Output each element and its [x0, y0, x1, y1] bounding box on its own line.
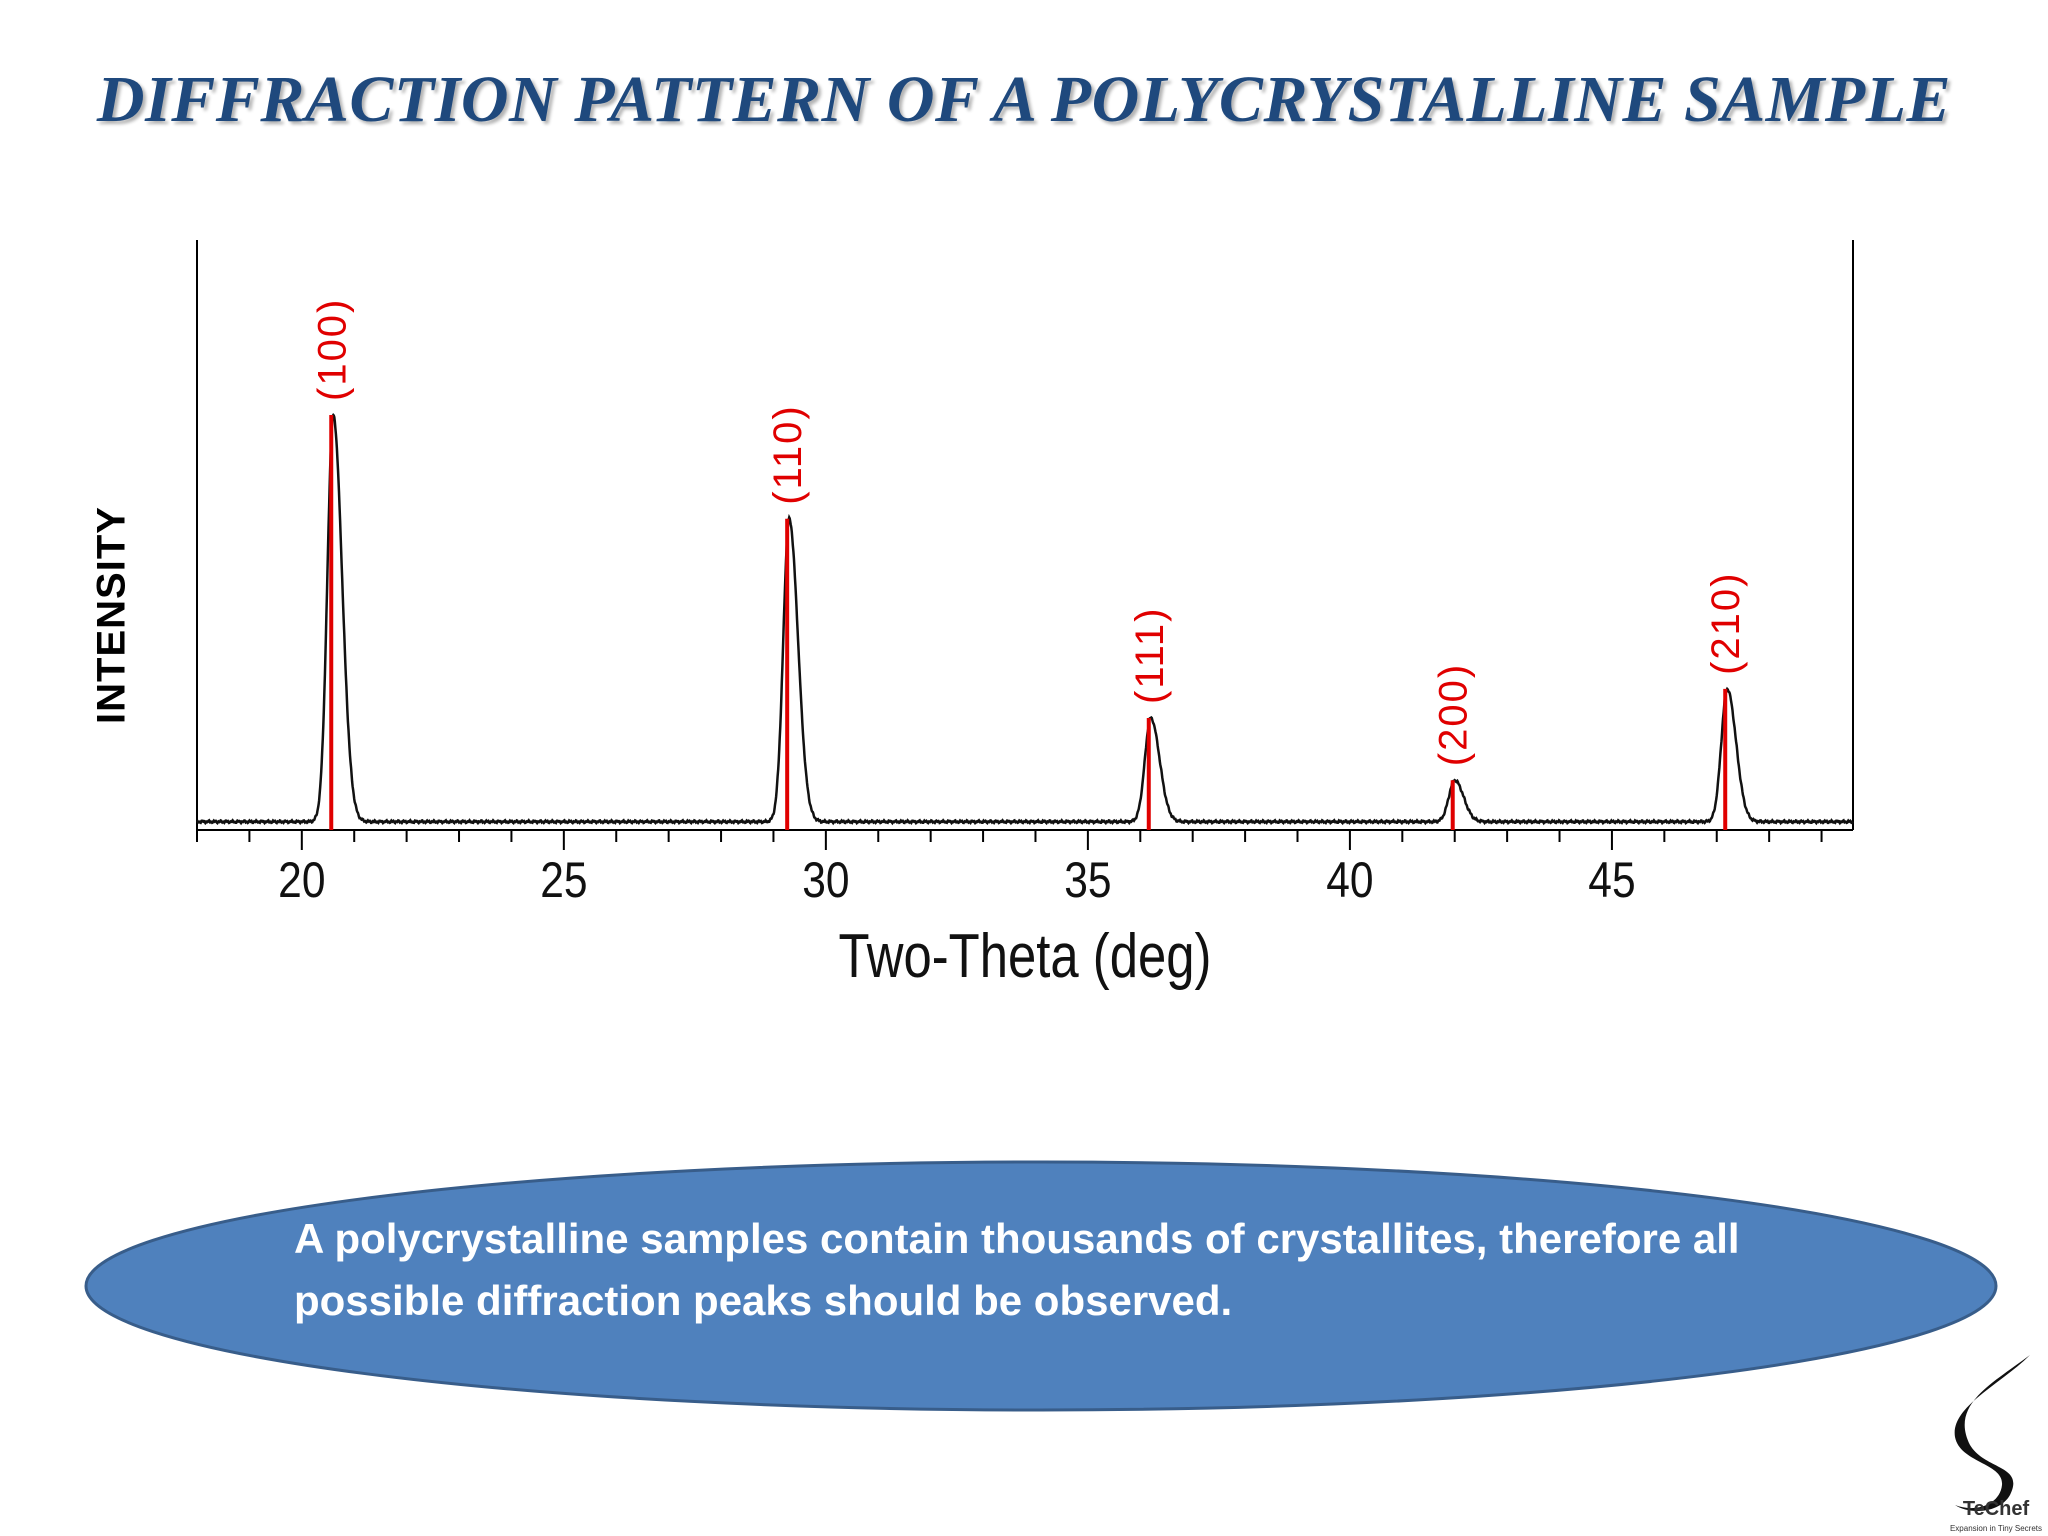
diffraction-chart: (100) (110) (111) (200) (210) 20 25 30 35 40 45 T…: [196, 240, 1855, 991]
x-tick-label: 30: [802, 852, 849, 908]
peak-labels: (100) (110) (111) (200) (210): [310, 298, 1748, 767]
x-tick-label: 20: [278, 852, 325, 908]
x-tick-labels: 20 25 30 35 40 45: [278, 852, 1635, 908]
diffraction-curve: [196, 413, 1855, 826]
peak-markers: [329, 415, 1728, 830]
x-axis-label: Two-Theta (deg): [839, 922, 1212, 991]
peak-label: (100): [310, 298, 354, 401]
x-tick-label: 45: [1588, 852, 1635, 908]
diffraction-pattern: [196, 413, 1855, 826]
svg-text:TeChef: TeChef: [1963, 1498, 2030, 1520]
chart-axes: [196, 240, 1854, 850]
callout-ellipse: [84, 1160, 1998, 1412]
techef-logo: TeChef Expansion in Tiny Secrets: [1950, 1355, 2042, 1533]
svg-text:Expansion in Tiny Secrets: Expansion in Tiny Secrets: [1950, 1524, 2042, 1533]
x-tick-label: 35: [1064, 852, 1111, 908]
peak-label: (110): [766, 404, 810, 504]
x-tick-label: 40: [1326, 852, 1373, 908]
x-tick-label: 25: [540, 852, 587, 908]
callout-text: A polycrystalline samples contain thousa…: [294, 1215, 1740, 1324]
peak-label: (111): [1128, 606, 1172, 703]
slide-title: DIFFRACTION PATTERN OF A POLYCRYSTALLINE…: [96, 63, 1952, 136]
peak-label: (210): [1704, 572, 1748, 675]
peak-label: (200): [1432, 663, 1476, 766]
